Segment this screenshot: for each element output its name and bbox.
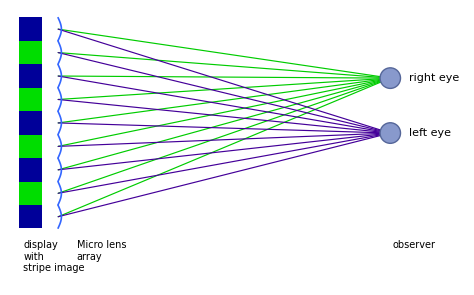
Bar <box>18 205 42 228</box>
Text: Micro lens
array: Micro lens array <box>77 240 126 262</box>
Bar <box>18 158 42 181</box>
Bar <box>18 88 42 111</box>
Bar <box>18 64 42 88</box>
Bar <box>18 181 42 205</box>
Bar <box>18 135 42 158</box>
Text: observer: observer <box>392 240 435 250</box>
Text: right eye: right eye <box>409 73 459 83</box>
Ellipse shape <box>380 68 401 88</box>
Bar <box>18 41 42 64</box>
Ellipse shape <box>380 123 401 143</box>
Text: display
with
stripe image: display with stripe image <box>23 240 85 273</box>
Bar <box>18 17 42 41</box>
Text: left eye: left eye <box>409 128 451 138</box>
Bar <box>18 111 42 135</box>
